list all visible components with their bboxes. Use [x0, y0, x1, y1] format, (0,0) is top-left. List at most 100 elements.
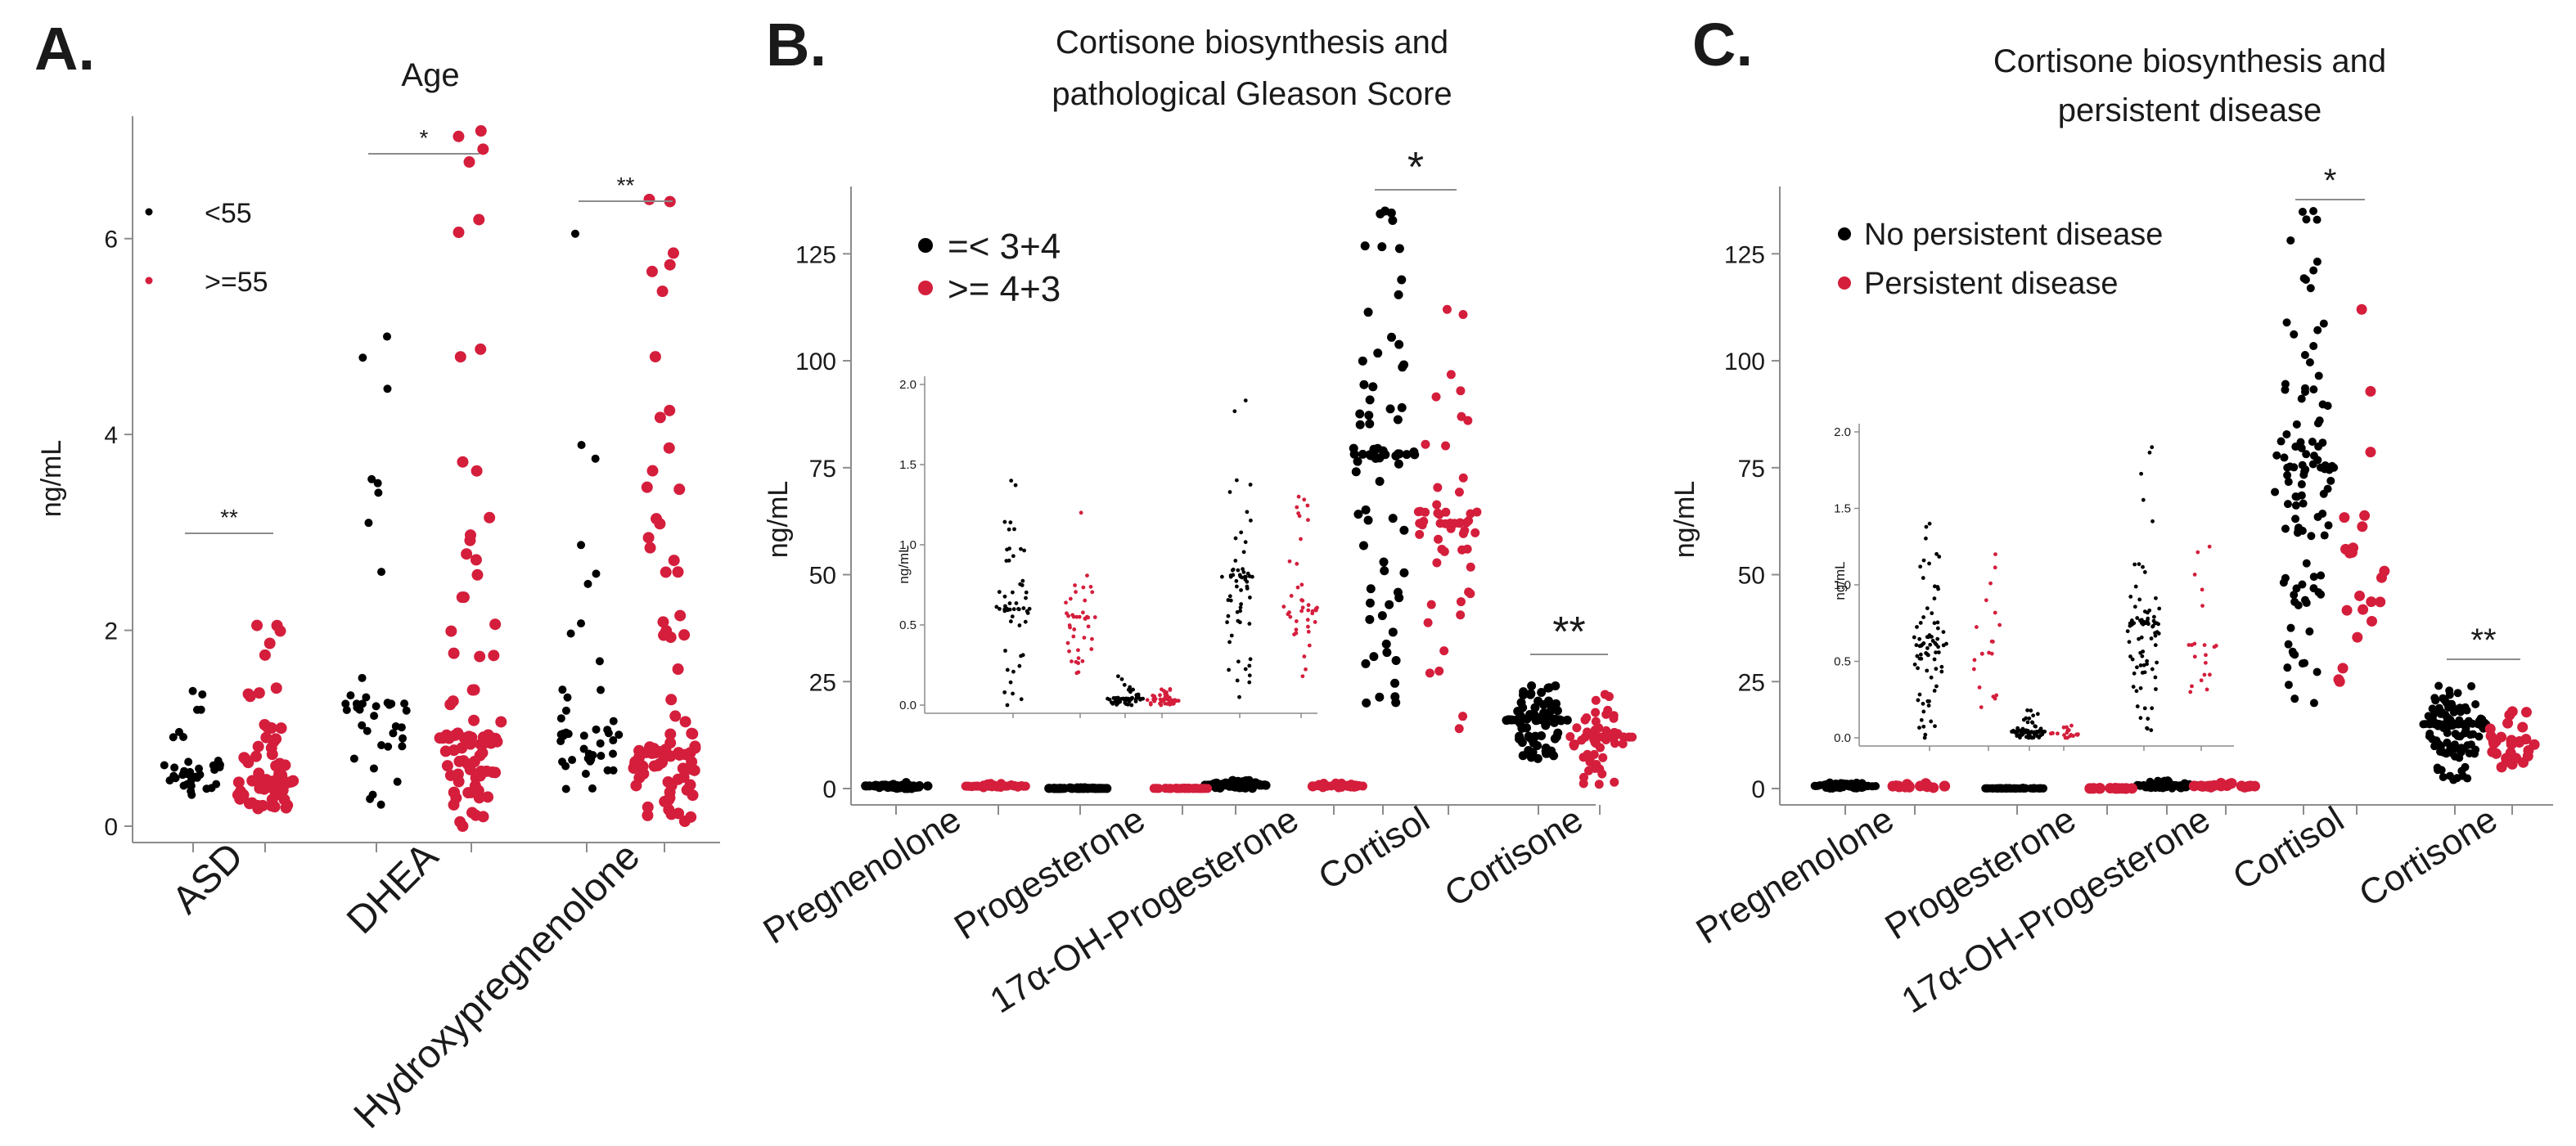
inset-data-point [2065, 730, 2069, 735]
significance-label: * [1407, 144, 1424, 191]
inset-data-point [1138, 697, 1142, 702]
data-point [1847, 781, 1856, 790]
data-point [2445, 690, 2454, 699]
inset-data-point [2203, 660, 2208, 665]
inset-data-point [1158, 693, 1162, 698]
data-point [1399, 568, 1409, 577]
data-point [252, 740, 264, 753]
data-point [448, 647, 460, 659]
inset-data-point [1004, 559, 1009, 563]
data-point [2306, 284, 2315, 293]
data-point [658, 629, 670, 641]
inset-data-point [1921, 641, 1926, 645]
significance-label: * [420, 125, 429, 151]
data-point [1591, 695, 1601, 705]
inset-data-point [2137, 636, 2141, 641]
inset-data-point [1076, 656, 1081, 660]
data-point [1624, 732, 1633, 742]
data-point [389, 729, 398, 738]
data-point [1382, 648, 1392, 658]
data-point [2352, 631, 2363, 643]
data-point [464, 534, 476, 546]
data-point [253, 767, 265, 780]
data-point [1343, 781, 1353, 791]
inset-data-point [1227, 490, 1232, 494]
data-point [1981, 784, 1990, 793]
data-point [2314, 588, 2323, 597]
legend-a-dot-group-b [145, 276, 153, 285]
inset-data-point [1014, 601, 1019, 605]
inset-data-point [2141, 497, 2146, 502]
inset-data-point [1020, 583, 1025, 587]
data-point [179, 781, 188, 790]
data-point [604, 729, 613, 738]
inset-data-point [1932, 584, 1937, 589]
data-point [1366, 584, 1376, 594]
data-point [1864, 781, 1873, 790]
data-point [2215, 780, 2227, 791]
data-point [464, 738, 476, 750]
data-point [2290, 330, 2299, 339]
data-point [1460, 526, 1470, 536]
inset-data-point [1119, 676, 1124, 681]
inset-data-point [1072, 627, 1077, 631]
inset-data-point [2138, 663, 2143, 667]
data-point [2020, 784, 2029, 793]
inset-data-point [1088, 584, 1093, 589]
data-point [2298, 207, 2307, 216]
inset-data-point [1918, 652, 1923, 657]
data-point [1379, 557, 1389, 567]
inset-data-point [2150, 667, 2155, 672]
inset-data-point [2142, 670, 2147, 675]
inset-data-point [1997, 622, 2002, 627]
data-point [1439, 646, 1449, 656]
data-point [1079, 783, 1089, 793]
data-point [646, 465, 659, 477]
data-point [603, 766, 612, 775]
data-point [1457, 545, 1467, 555]
inset-c-ylabel: ng/mL [1832, 561, 1848, 600]
inset-data-point [1020, 653, 1025, 658]
data-point [2302, 215, 2311, 224]
panel-b-letter: B. [766, 11, 826, 79]
data-point [2517, 721, 2529, 733]
data-point [270, 760, 282, 772]
data-point [358, 353, 367, 362]
inset-data-point [2145, 658, 2150, 663]
y-tick-label: 25 [1738, 669, 1765, 696]
inset-data-point [2014, 730, 2019, 735]
data-point [2158, 781, 2167, 790]
panel-b-plot: 0255075100125PregnenoloneProgesterone17α… [756, 144, 1637, 1021]
inset-data-point [1148, 702, 1153, 707]
data-point [1518, 690, 1528, 700]
data-point [1365, 395, 1375, 405]
inset-data-point [1024, 595, 1028, 600]
data-point [244, 690, 256, 703]
data-point [1409, 447, 1419, 456]
data-point [1601, 709, 1611, 719]
data-point [253, 687, 265, 699]
data-point [2341, 604, 2353, 616]
data-point [1441, 441, 1451, 451]
inset-plot: 0.0 0.5 1.0 1.5 2.0 [899, 368, 1326, 718]
data-point [266, 782, 278, 794]
inset-data-point [1935, 626, 1940, 631]
inset-data-point [1235, 609, 1240, 614]
inset-data-point [1129, 697, 1134, 701]
data-point [2313, 215, 2322, 224]
data-point [2309, 452, 2318, 461]
data-point [2298, 580, 2307, 589]
data-point [377, 568, 386, 577]
data-point [1439, 546, 1449, 556]
data-point [1352, 781, 1362, 791]
data-point [342, 705, 351, 714]
data-point [1526, 753, 1536, 762]
x-tick-label: Cortisone [1438, 799, 1590, 915]
data-point [473, 792, 485, 804]
inset-data-point [1295, 505, 1299, 510]
data-point [1358, 356, 1367, 366]
data-point [2333, 674, 2344, 685]
data-point [196, 705, 205, 714]
inset-data-point [1231, 573, 1236, 577]
inset-data-point [1296, 494, 1301, 499]
